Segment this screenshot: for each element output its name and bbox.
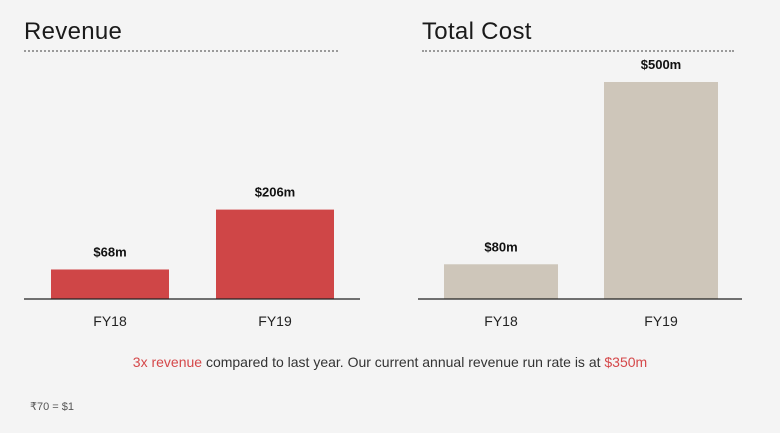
- total-cost-value-label-fy19: $500m: [641, 57, 681, 72]
- total-cost-chart-title: Total Cost: [422, 18, 532, 45]
- revenue-tick-label-fy19: FY19: [258, 313, 292, 329]
- summary-body: compared to last year. Our current annua…: [202, 354, 605, 370]
- revenue-bar-fy18: [51, 269, 169, 299]
- total-cost-chart-panel: Total Cost $80m FY18 $500m FY19: [390, 0, 780, 340]
- revenue-bar-chart: $68m FY18 $206m FY19: [24, 185, 360, 329]
- revenue-value-label-fy19: $206m: [255, 185, 295, 200]
- summary-highlight-run-rate: $350m: [604, 354, 648, 370]
- revenue-chart-panel: Revenue $68m FY18 $206m FY19: [0, 0, 390, 340]
- revenue-chart-title: Revenue: [24, 18, 123, 45]
- revenue-bar-fy19: [216, 209, 334, 299]
- total-cost-bar-fy18: [444, 264, 558, 299]
- total-cost-title-divider: [422, 50, 734, 52]
- revenue-title-divider: [24, 50, 338, 52]
- total-cost-bar-fy19: [604, 82, 718, 299]
- revenue-value-label-fy18: $68m: [93, 244, 126, 259]
- currency-footnote: ₹70 = $1: [30, 401, 75, 413]
- total-cost-value-label-fy18: $80m: [484, 239, 517, 254]
- summary-text: 3x revenue compared to last year. Our cu…: [0, 354, 780, 370]
- total-cost-tick-label-fy18: FY18: [484, 313, 518, 329]
- total-cost-bar-chart: $80m FY18 $500m FY19: [418, 57, 742, 329]
- total-cost-tick-label-fy19: FY19: [644, 313, 678, 329]
- revenue-tick-label-fy18: FY18: [93, 313, 127, 329]
- summary-highlight-growth: 3x revenue: [132, 354, 203, 370]
